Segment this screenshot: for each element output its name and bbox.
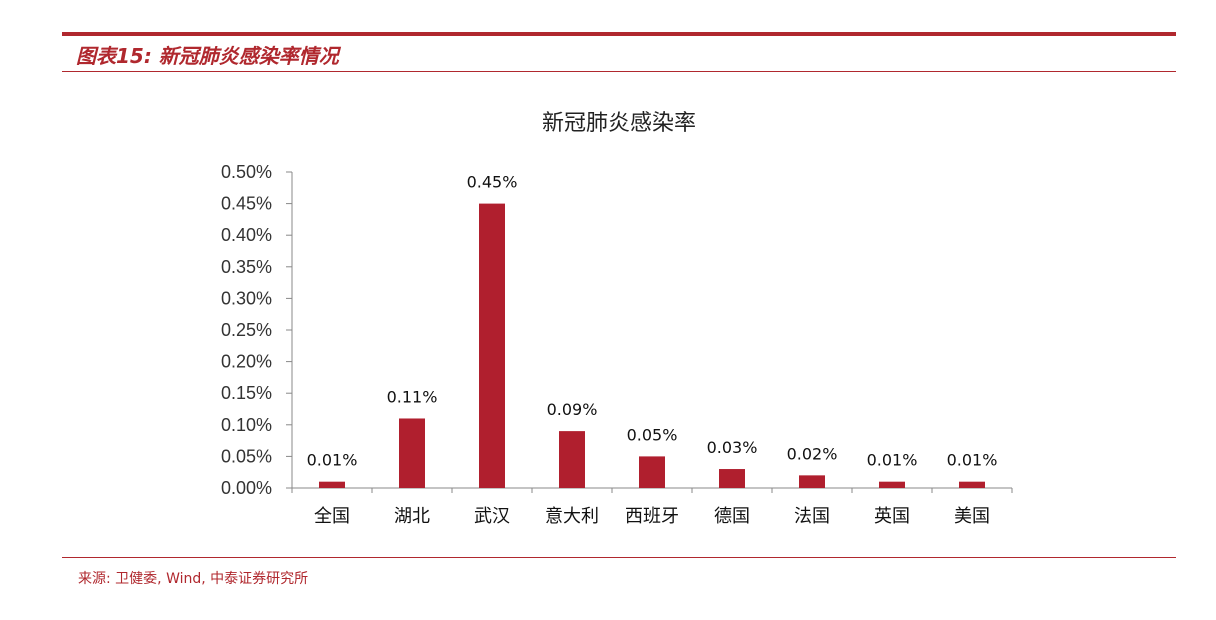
x-tick-label: 意大利 [545, 506, 599, 527]
x-tick-label: 美国 [954, 506, 990, 527]
bar [639, 456, 665, 488]
y-tick-label: 0.50% [221, 162, 272, 182]
data-label: 0.03% [707, 438, 758, 457]
chart-title: 新冠肺炎感染率 [542, 111, 696, 136]
y-tick-label: 0.40% [221, 225, 272, 245]
bar [879, 481, 905, 488]
y-tick-label: 0.15% [221, 383, 272, 403]
data-label: 0.09% [547, 400, 598, 419]
y-tick-label: 0.25% [221, 320, 272, 340]
bar [559, 431, 585, 488]
data-label: 0.05% [627, 425, 678, 444]
bar [799, 475, 825, 488]
x-tick-label: 湖北 [394, 506, 430, 527]
x-tick-label: 德国 [714, 506, 750, 527]
header-rule-thin [62, 71, 1176, 72]
chart-bars [319, 203, 985, 488]
header-rule-thick [62, 32, 1176, 36]
y-tick-label: 0.30% [221, 288, 272, 308]
figure-title: 图表15: 新冠肺炎感染率情况 [76, 44, 339, 68]
data-label: 0.01% [867, 451, 918, 470]
data-label: 0.11% [387, 387, 438, 406]
y-tick-label: 0.20% [221, 352, 272, 372]
y-tick-label: 0.10% [221, 415, 272, 435]
x-tick-label: 法国 [794, 506, 830, 527]
x-tick-label: 武汉 [474, 506, 510, 527]
chart-axes: 0.00% 0.05% 0.10% 0.15% 0.20% 0.25% 0.30% 0.35%… [221, 162, 1013, 498]
y-tick-label: 0.05% [221, 446, 272, 466]
data-label: 0.45% [467, 173, 518, 192]
bar [959, 481, 985, 488]
data-label: 0.01% [307, 451, 358, 470]
bar [319, 481, 345, 488]
chart-labels: 0.01% 全国 0.11% 湖北 0.45% 武汉 0.09% 意大利 0.05% 西班牙 0.0… [307, 173, 998, 527]
bar [479, 203, 505, 488]
y-tick-label: 0.35% [221, 257, 272, 277]
x-tick-label: 全国 [314, 506, 350, 527]
source-note: 来源: 卫健委, Wind, 中泰证券研究所 [78, 571, 309, 587]
y-tick-label: 0.00% [221, 478, 272, 498]
data-label: 0.01% [947, 451, 998, 470]
bar [719, 469, 745, 488]
x-tick-label: 英国 [874, 506, 910, 527]
data-label: 0.02% [787, 444, 838, 463]
footer-rule [62, 557, 1176, 558]
x-tick-label: 西班牙 [625, 506, 679, 527]
y-tick-label: 0.45% [221, 194, 272, 214]
bar [399, 418, 425, 488]
